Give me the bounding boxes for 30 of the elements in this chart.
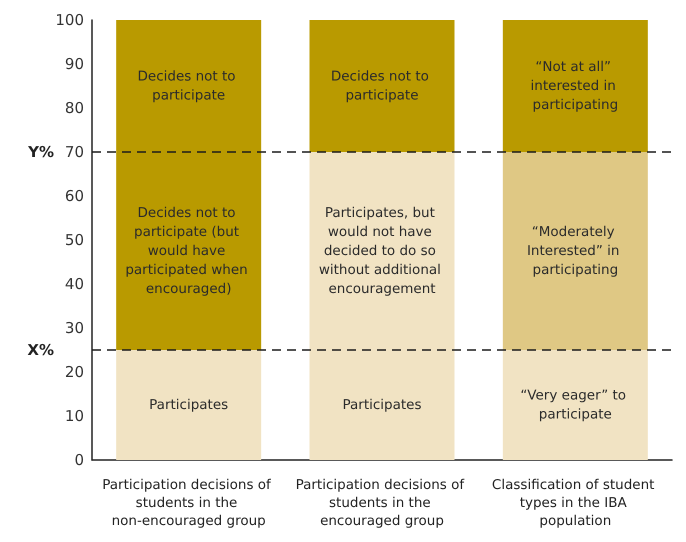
y-tick-label: 60 (64, 187, 84, 205)
x-tick-label: Participation decisions of students in the non-encouraged group (102, 477, 276, 529)
y-tick-label: 10 (64, 407, 84, 425)
bar (502, 152, 648, 350)
ref-line-label: Y% (27, 143, 54, 161)
bar (116, 350, 262, 460)
bar (502, 350, 648, 460)
x-tick-label: Participation decisions of students in the encouraged group (296, 477, 468, 529)
bar (502, 20, 648, 152)
x-tick-label: Classification of student types in the IBA population (492, 477, 659, 529)
y-tick-label: 100 (55, 11, 84, 29)
y-tick-label: 70 (64, 143, 84, 161)
data-label: Participates, but would not have decided to do so without additional encouragement (318, 205, 446, 297)
y-tick-label: 20 (64, 363, 84, 381)
data-label: “Moderately Interested” in participating (526, 224, 624, 278)
data-label: Decides not to participate (but would have participated when encouraged) (125, 205, 252, 297)
y-tick-label: 40 (64, 275, 84, 293)
y-tick-label: 80 (64, 99, 84, 117)
y-tick-label: 30 (64, 319, 84, 337)
data-label: Decides not to participate (330, 68, 434, 104)
data-label: Participates (149, 397, 228, 413)
data-label: “Very eager” to participate (520, 388, 630, 422)
bar (310, 20, 454, 152)
data-label: “Not at all” interested in participating (530, 59, 620, 113)
ref-line-label: X% (27, 341, 54, 359)
y-tick-label: 90 (64, 55, 84, 73)
data-label: Decides not to participate (138, 68, 240, 104)
y-tick-label: 0 (74, 451, 84, 469)
y-tick-label: 50 (64, 231, 84, 249)
data-label: Participates (342, 397, 422, 413)
